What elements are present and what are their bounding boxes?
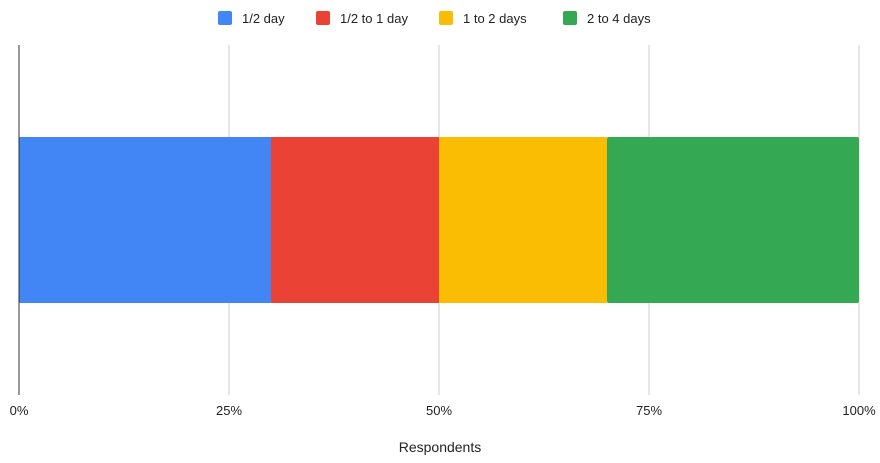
legend-item[interactable]: 1/2 to 1 day [316, 11, 408, 26]
bars [19, 137, 859, 303]
legend-swatch [439, 11, 453, 25]
x-tick-label: 25% [216, 403, 242, 418]
bar-segment-2[interactable] [271, 137, 439, 303]
x-tick-label: 100% [842, 403, 876, 418]
legend-swatch [218, 11, 232, 25]
legend-swatch [563, 11, 577, 25]
legend-label: 2 to 4 days [587, 11, 651, 26]
legend-label: 1 to 2 days [463, 11, 527, 26]
bar-segment-4[interactable] [607, 137, 859, 303]
x-tick-label: 0% [10, 403, 29, 418]
legend[interactable]: 1/2 day 1/2 to 1 day 1 to 2 days 2 to 4 day… [218, 11, 651, 26]
x-tick-label: 75% [636, 403, 662, 418]
bar-segment-3[interactable] [439, 137, 607, 303]
x-axis-title: Respondents [399, 439, 482, 455]
legend-label: 1/2 to 1 day [340, 11, 408, 26]
legend-swatch [316, 11, 330, 25]
bar-segment-1[interactable] [19, 137, 271, 303]
legend-item[interactable]: 1/2 day [218, 11, 285, 26]
x-axis-tick-labels: 0% 25% 50% 75% 100% [10, 403, 876, 418]
legend-item[interactable]: 1 to 2 days [439, 11, 527, 26]
x-tick-label: 50% [426, 403, 452, 418]
legend-label: 1/2 day [242, 11, 285, 26]
legend-item[interactable]: 2 to 4 days [563, 11, 651, 26]
